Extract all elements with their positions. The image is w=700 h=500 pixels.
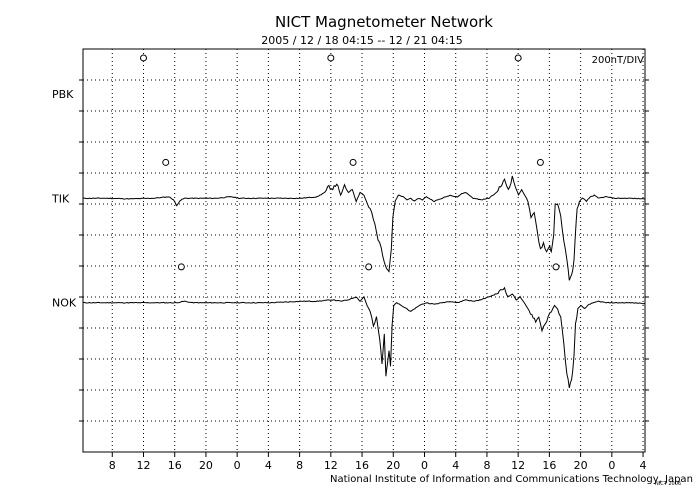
x-tick-label: 12 [136, 459, 150, 472]
scale-label: 200nT/DIV [592, 55, 645, 66]
y-ticks [79, 79, 649, 422]
local-midnight-marker [177, 263, 185, 271]
local-midnight-marker [514, 54, 522, 62]
x-tick-label: 4 [265, 459, 272, 472]
x-tick-label: 12 [324, 459, 338, 472]
local-midnight-marker [365, 263, 373, 271]
credit-text: National Institute of Information and Co… [330, 474, 693, 485]
x-tick-label: 16 [355, 459, 369, 472]
local-midnight-marker [139, 54, 147, 62]
x-tick-label: 4 [452, 459, 459, 472]
x-axis-ticks: 8 12 16 20 0 4 8 12 16 20 0 4 8 12 16 20 0 4 [109, 452, 647, 472]
station-label-nok: NOK [52, 297, 77, 310]
x-tick-label: 8 [483, 459, 490, 472]
grid-lines [83, 49, 645, 452]
x-tick-label: 0 [608, 459, 615, 472]
local-midnight-marker [327, 54, 335, 62]
x-tick-label: 0 [234, 459, 241, 472]
chart-subtitle: 2005 / 12 / 18 04:15 -- 12 / 21 04:15 [261, 34, 462, 47]
station-label-tik: TIK [51, 192, 70, 205]
station-label-pbk: PBK [52, 88, 74, 101]
x-tick-label: 16 [542, 459, 556, 472]
local-midnight-marker [162, 158, 170, 166]
x-tick-label: 0 [421, 459, 428, 472]
trace-nok [82, 286, 646, 389]
x-tick-label: 8 [109, 459, 116, 472]
station-traces: PBK TIK NOK [51, 54, 646, 389]
plot-frame [82, 48, 646, 453]
x-tick-label: 8 [296, 459, 303, 472]
x-tick-label: 12 [511, 459, 525, 472]
trace-tik [82, 175, 645, 281]
local-midnight-marker [536, 158, 544, 166]
local-midnight-marker [552, 263, 560, 271]
x-tick-label: 20 [199, 459, 213, 472]
x-tick-label: 16 [168, 459, 182, 472]
x-tick-label: 4 [640, 459, 647, 472]
credit-small-text: NICT 2006 [655, 481, 681, 487]
chart-title: NICT Magnetometer Network [275, 13, 493, 31]
x-tick-label: 20 [574, 459, 588, 472]
x-tick-label: 20 [386, 459, 400, 472]
local-midnight-marker [349, 158, 357, 166]
